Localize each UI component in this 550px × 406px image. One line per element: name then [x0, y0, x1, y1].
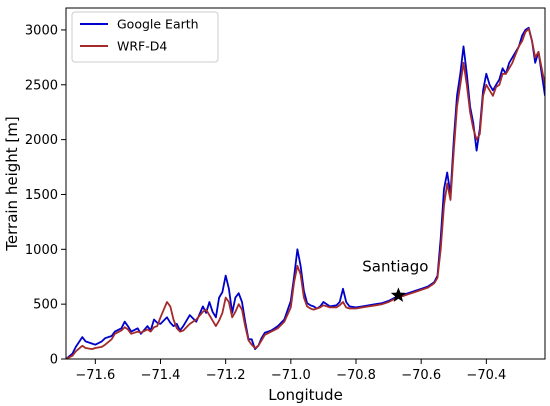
x-tick-label: −70.8	[336, 368, 376, 383]
legend-label-wrf-d4: WRF-D4	[117, 39, 167, 54]
x-tick-label: −71.2	[206, 368, 246, 383]
legend: Google Earth WRF-D4	[71, 11, 219, 63]
x-tick-label: −70.6	[401, 368, 441, 383]
y-tick-label: 2000	[25, 133, 58, 148]
x-axis: −71.6 −71.4 −71.2 −71.0 −70.8 −70.6 −70.4	[75, 359, 506, 383]
y-tick-label: 1000	[25, 243, 58, 258]
x-tick-label: −71.0	[271, 368, 311, 383]
x-tick-label: −70.4	[466, 368, 506, 383]
series-line-wrf-d4	[66, 27, 545, 359]
x-tick-label: −71.4	[141, 368, 181, 383]
y-tick-label: 1500	[25, 188, 58, 203]
series-lines	[66, 26, 545, 359]
santiago-label: Santiago	[362, 257, 428, 275]
series-line-google-earth	[66, 26, 545, 359]
y-tick-label: 0	[50, 353, 58, 368]
plot-frame	[65, 7, 546, 360]
legend-label-google-earth: Google Earth	[117, 17, 199, 32]
y-axis-title: Terrain height [m]	[3, 116, 21, 251]
x-axis-title: Longitude	[268, 386, 343, 404]
y-tick-label: 2500	[25, 78, 58, 93]
legend-box	[71, 11, 219, 63]
y-tick-label: 500	[33, 298, 58, 313]
y-axis: 0 500 1000 1500 2000 2500 3000	[25, 23, 66, 368]
x-tick-label: −71.6	[75, 368, 115, 383]
plot-area	[66, 26, 545, 359]
santiago-star-icon	[390, 287, 406, 302]
y-tick-label: 3000	[25, 23, 58, 38]
